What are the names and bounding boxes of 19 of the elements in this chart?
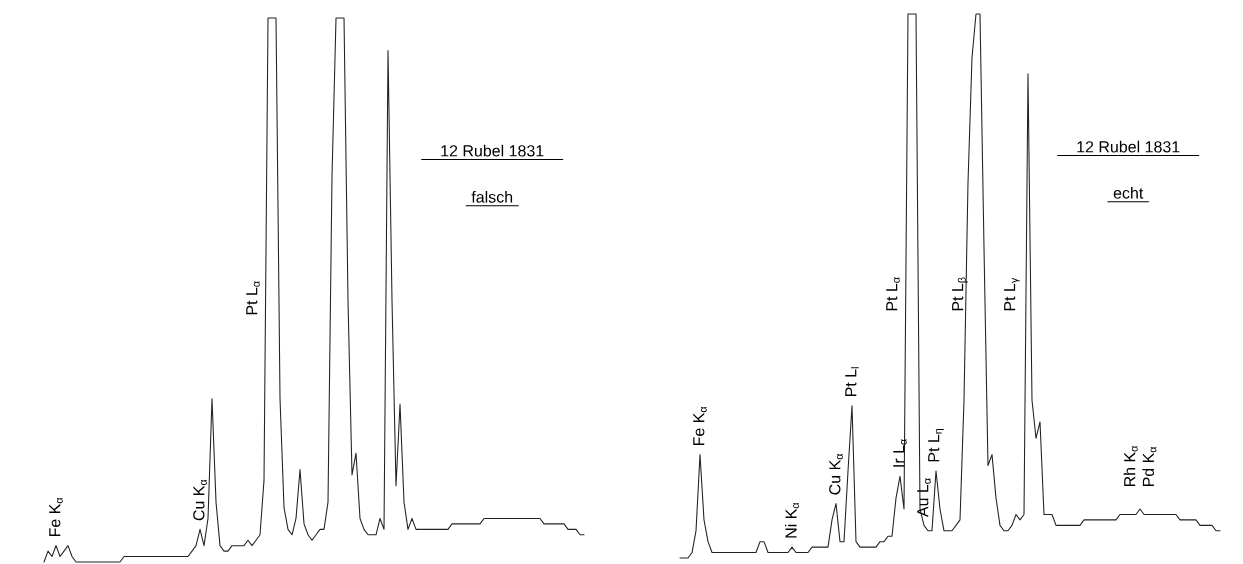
annotation: Ir L$_{α}$ [893,439,907,467]
annotation: Ni K$_{α}$ [784,502,800,538]
text: echt [1113,187,1144,199]
annotation: Pt L$_{l}$ [845,367,859,397]
text: falsch [471,191,513,203]
annotation: Pt L$_{γ}$ [1004,277,1020,311]
annotation: Pt L$_{β}$ [952,277,968,311]
annotation: Fe K$_{α}$ [693,406,707,446]
annotation: Cu K$_{α}$ [829,453,843,495]
annotation: Au L$_{α}$ [917,478,931,518]
text: 12 Rubel 1831 [1077,140,1180,153]
annotation: Pt L$_{α}$ [246,281,260,315]
annotation: Pt L$_{α}$ [886,277,900,311]
annotation: Rh K$_{α}$ [1123,446,1138,487]
annotation: Pd K$_{α}$ [1142,446,1157,487]
text: 12 Rubel 1831 [441,144,544,157]
annotation: Fe K$_{α}$ [49,497,63,537]
annotation: Pt L$_{η}$ [928,428,944,462]
annotation: Cu K$_{α}$ [193,479,207,521]
